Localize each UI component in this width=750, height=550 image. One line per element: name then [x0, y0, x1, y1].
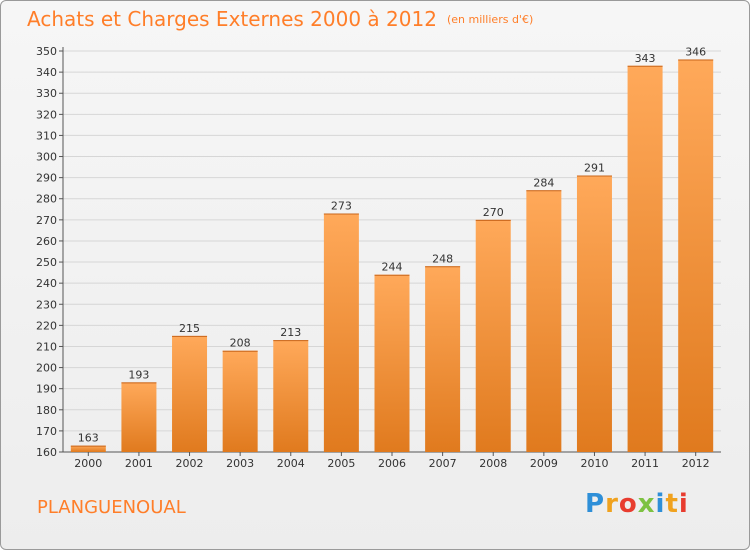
bars	[70, 59, 714, 452]
x-tick-label: 2001	[125, 457, 153, 470]
logo-letter: o	[618, 489, 638, 519]
y-tick-label: 290	[36, 172, 57, 185]
y-tick-label: 300	[36, 151, 57, 164]
y-tick-label: 280	[36, 193, 57, 206]
logo-letter: P	[585, 489, 606, 519]
title-unit: (en milliers d'€)	[446, 13, 534, 26]
bar	[374, 274, 410, 452]
y-tick-label: 190	[36, 383, 57, 396]
location-name: PLANGUENOUAL	[37, 497, 186, 518]
data-label: 248	[432, 252, 453, 265]
bar	[121, 382, 157, 452]
y-tick-label: 180	[36, 404, 57, 417]
y-tick-label: 310	[36, 129, 57, 142]
x-tick-label: 2005	[327, 457, 355, 470]
x-tick-label: 2006	[378, 457, 406, 470]
logo-letter: i	[678, 489, 689, 519]
axes: 160 170 180 190 200 210 220 230 240 250 260 270 280 2…	[36, 45, 721, 470]
x-tick-label: 2011	[631, 457, 659, 470]
x-tick-label: 2000	[74, 457, 102, 470]
bar	[172, 335, 208, 452]
data-label: 284	[533, 176, 554, 189]
bar	[678, 59, 714, 452]
y-tick-label: 250	[36, 256, 57, 269]
data-label: 213	[280, 326, 301, 339]
x-tick-label: 2010	[580, 457, 608, 470]
data-labels: 163 193 215 208 213 273 244 248 270 284 291 343 346	[78, 45, 706, 444]
chart-title: Achats et Charges Externes 2000 à 2012 (e…	[27, 7, 533, 31]
bar	[526, 190, 562, 452]
data-label: 273	[331, 200, 352, 213]
logo-letter: r	[605, 489, 619, 519]
logo-letter: i	[655, 489, 666, 519]
data-label: 346	[685, 45, 706, 58]
bar	[70, 445, 106, 452]
bar	[475, 219, 511, 452]
x-tick-label: 2008	[479, 457, 507, 470]
y-tick-label: 170	[36, 425, 57, 438]
bar	[576, 175, 612, 452]
bar	[323, 213, 359, 452]
logo-letter: x	[637, 489, 656, 519]
brand-logo: Proxiti	[585, 489, 689, 519]
data-label: 270	[483, 206, 504, 219]
bar	[222, 350, 258, 452]
y-tick-label: 330	[36, 87, 57, 100]
x-tick-label: 2009	[530, 457, 558, 470]
logo-letter: t	[665, 489, 679, 519]
y-tick-label: 200	[36, 362, 57, 375]
y-tick-label: 240	[36, 277, 57, 290]
y-tick-label: 320	[36, 108, 57, 121]
bar	[273, 340, 309, 452]
y-tick-label: 210	[36, 340, 57, 353]
x-tick-label: 2012	[682, 457, 710, 470]
y-tick-label: 230	[36, 298, 57, 311]
bar	[425, 266, 461, 452]
data-label: 343	[635, 52, 656, 65]
data-label: 215	[179, 322, 200, 335]
y-tick-label: 340	[36, 66, 57, 79]
data-label: 208	[230, 337, 251, 350]
x-tick-label: 2007	[429, 457, 457, 470]
x-tick-label: 2002	[176, 457, 204, 470]
y-tick-label: 220	[36, 319, 57, 332]
data-label: 163	[78, 432, 99, 445]
y-tick-label: 270	[36, 214, 57, 227]
data-label: 291	[584, 162, 605, 175]
x-tick-label: 2003	[226, 457, 254, 470]
y-tick-label: 160	[36, 446, 57, 459]
y-tick-label: 350	[36, 45, 57, 58]
title-text: Achats et Charges Externes 2000 à 2012	[27, 7, 437, 31]
data-label: 244	[382, 261, 403, 274]
y-tick-label: 260	[36, 235, 57, 248]
data-label: 193	[128, 368, 149, 381]
bar	[627, 65, 663, 452]
x-tick-label: 2004	[277, 457, 305, 470]
